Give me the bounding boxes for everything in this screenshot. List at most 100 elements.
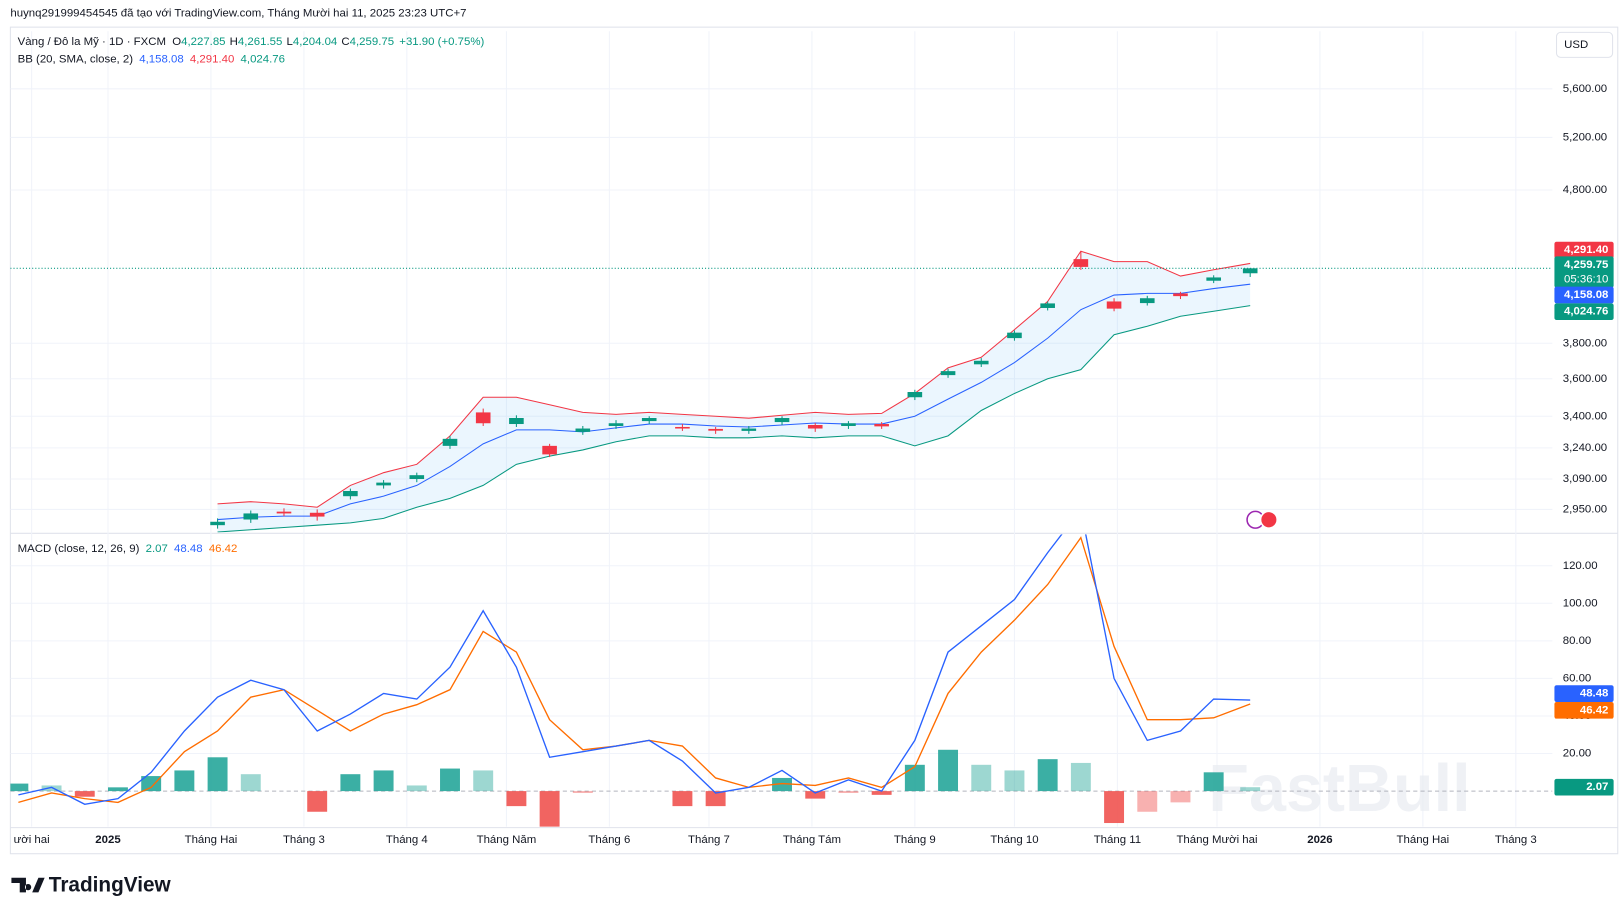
candle-body	[1007, 332, 1022, 339]
price-badge	[1554, 778, 1614, 796]
price-badge	[1554, 241, 1614, 259]
x-tick-label: Tháng 9	[894, 834, 936, 846]
y-tick-label: 60.00	[1563, 672, 1592, 684]
countdown: 05:36:10	[1564, 273, 1608, 285]
candle-body	[708, 428, 723, 431]
x-tick-label: Tháng 3	[283, 834, 325, 846]
histogram-bar	[938, 749, 959, 792]
candle-body	[276, 511, 292, 514]
candle-body	[1173, 293, 1188, 297]
price-badge-label: 2.07	[1586, 781, 1608, 793]
histogram-bar	[506, 791, 527, 807]
price-badge	[1554, 701, 1614, 719]
candle-body	[807, 425, 823, 429]
candle-body	[575, 428, 591, 432]
x-tick-label: Tháng 7	[688, 834, 730, 846]
candle-body	[874, 424, 889, 427]
histogram-bar	[772, 777, 792, 792]
y-tick-label: 3,800.00	[1563, 337, 1607, 349]
y-tick-label: 20.00	[1563, 748, 1592, 760]
histogram-bar	[805, 791, 826, 799]
y-tick-label: 3,600.00	[1563, 373, 1607, 385]
candle-body	[376, 482, 391, 486]
histogram-bar	[904, 764, 925, 792]
ohlc-value: 4,261.55	[238, 36, 282, 48]
candle-body	[1242, 268, 1258, 274]
ohlc-value: 4,259.75	[350, 36, 394, 48]
event-icons	[1246, 510, 1278, 529]
indicator-name: MACD (close, 12, 26, 9)	[18, 543, 140, 555]
y-tick-label: 3,240.00	[1563, 442, 1607, 454]
candle-body	[1206, 277, 1221, 281]
candle-body	[608, 423, 624, 426]
price-badge	[1554, 286, 1614, 304]
currency-button[interactable]	[1555, 31, 1614, 58]
x-tick-label: Tháng 3	[1495, 834, 1537, 846]
candle-body	[940, 371, 956, 376]
x-tick-label: Tháng Năm	[477, 834, 537, 846]
candle-body	[1073, 259, 1089, 267]
candle-body	[774, 417, 790, 423]
candle-body	[343, 490, 358, 497]
histogram-bar	[440, 768, 460, 792]
y-tick-label: 100.00	[1563, 597, 1598, 609]
histogram-bar	[1137, 791, 1158, 812]
watermark: FastBull	[1208, 752, 1470, 826]
macd-pane	[10, 534, 1553, 827]
x-tick-label: Tháng 10	[990, 834, 1038, 846]
currency-label[interactable]: USD	[1564, 39, 1588, 51]
band-fill	[217, 251, 1251, 533]
y-tick-label: 3,400.00	[1563, 410, 1607, 422]
y-tick-label: 5,600.00	[1563, 83, 1607, 95]
histogram-bar	[207, 757, 228, 792]
histogram-bar	[307, 791, 328, 812]
histogram-bar	[871, 791, 892, 795]
x-tick-label: Tháng 6	[588, 834, 630, 846]
x-tick-label: Tháng Mười hai	[1176, 834, 1257, 846]
credit: huynq291999454545 đã tạo với TradingView…	[10, 8, 466, 20]
price-pane	[10, 250, 1553, 533]
candle-body	[741, 428, 757, 431]
bb-lower	[217, 305, 1251, 533]
indicator-value: 4,291.40	[190, 54, 234, 66]
histogram-bar	[539, 791, 560, 827]
y-tick-label: 3,090.00	[1563, 473, 1607, 485]
x-tick-label: 2025	[95, 834, 121, 846]
ohlc-value: 4,227.85	[181, 36, 225, 48]
histogram-bar	[41, 785, 62, 792]
indicator-name: BB (20, SMA, close, 2)	[18, 54, 134, 66]
price-badge-label: 4,024.76	[1564, 306, 1608, 318]
x-tick-label: ười hai	[14, 834, 50, 846]
price-badge-label: 4,158.08	[1564, 289, 1609, 301]
x-tick-label: Tháng 4	[386, 834, 428, 846]
ohlc-value: 4,204.04	[293, 36, 338, 48]
candle-body	[907, 392, 923, 398]
ohlc-key: O	[172, 36, 181, 48]
price-badge-label: 46.42	[1580, 704, 1609, 716]
macd-line	[18, 534, 1251, 805]
candle-body	[641, 417, 657, 422]
histogram-bar	[1240, 787, 1261, 792]
histogram-bar	[1004, 770, 1025, 792]
x-tick-label: Tháng 11	[1094, 834, 1141, 846]
chart-frame	[9, 26, 1619, 855]
x-tick-label: Tháng Tám	[783, 834, 841, 846]
y-tick-label: 5,200.00	[1563, 131, 1607, 143]
legend: Vàng / Đô la Mỹ · 1D · FXCM O4,227.85 H4,2…	[18, 36, 485, 555]
histogram-bar	[1070, 762, 1091, 792]
ohlc-key: C	[341, 36, 349, 48]
indicator-value: 48.48	[174, 543, 203, 555]
histogram-bar	[10, 783, 29, 792]
event-icon[interactable]	[1259, 510, 1278, 529]
x-tick-label: Tháng Hai	[185, 834, 238, 846]
x-tick-label: Tháng Hai	[1397, 834, 1450, 846]
price-badge-label: 48.48	[1580, 688, 1609, 700]
histogram-bar	[1203, 772, 1224, 792]
price-badge-label: 4,259.75	[1564, 259, 1609, 271]
bb-basis	[217, 283, 1251, 521]
candle-body	[243, 513, 259, 520]
price-badge	[1554, 256, 1614, 288]
candle-body	[973, 360, 989, 365]
